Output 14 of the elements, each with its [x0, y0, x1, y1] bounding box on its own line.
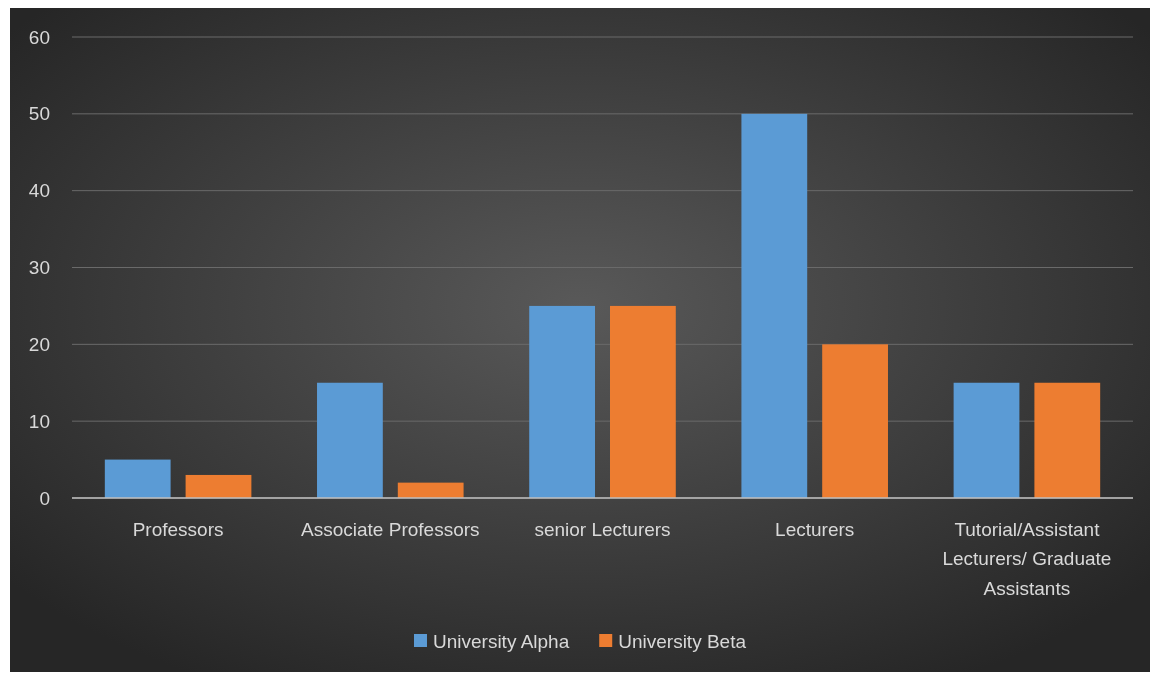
x-tick-label: Lecturers — [775, 519, 855, 540]
x-tick-label: Professors — [132, 519, 224, 540]
y-tick-label: 50 — [28, 103, 50, 125]
x-tick-label: Tutorial/Assistant Lecturers/ Graduate Assistants — [942, 519, 1112, 599]
x-tick-label: Associate Professors — [301, 519, 480, 540]
y-tick-label: 10 — [28, 410, 50, 432]
y-tick-label: 0 — [39, 487, 50, 509]
y-tick-label: 40 — [28, 180, 50, 202]
legend-label: University Alpha — [432, 631, 570, 652]
y-tick-label: 30 — [28, 257, 50, 279]
y-tick-label: 20 — [28, 333, 50, 355]
y-tick-label: 60 — [28, 26, 50, 48]
legend-label: University Beta — [618, 631, 747, 652]
x-tick-label: senior Lecturers — [534, 519, 671, 540]
